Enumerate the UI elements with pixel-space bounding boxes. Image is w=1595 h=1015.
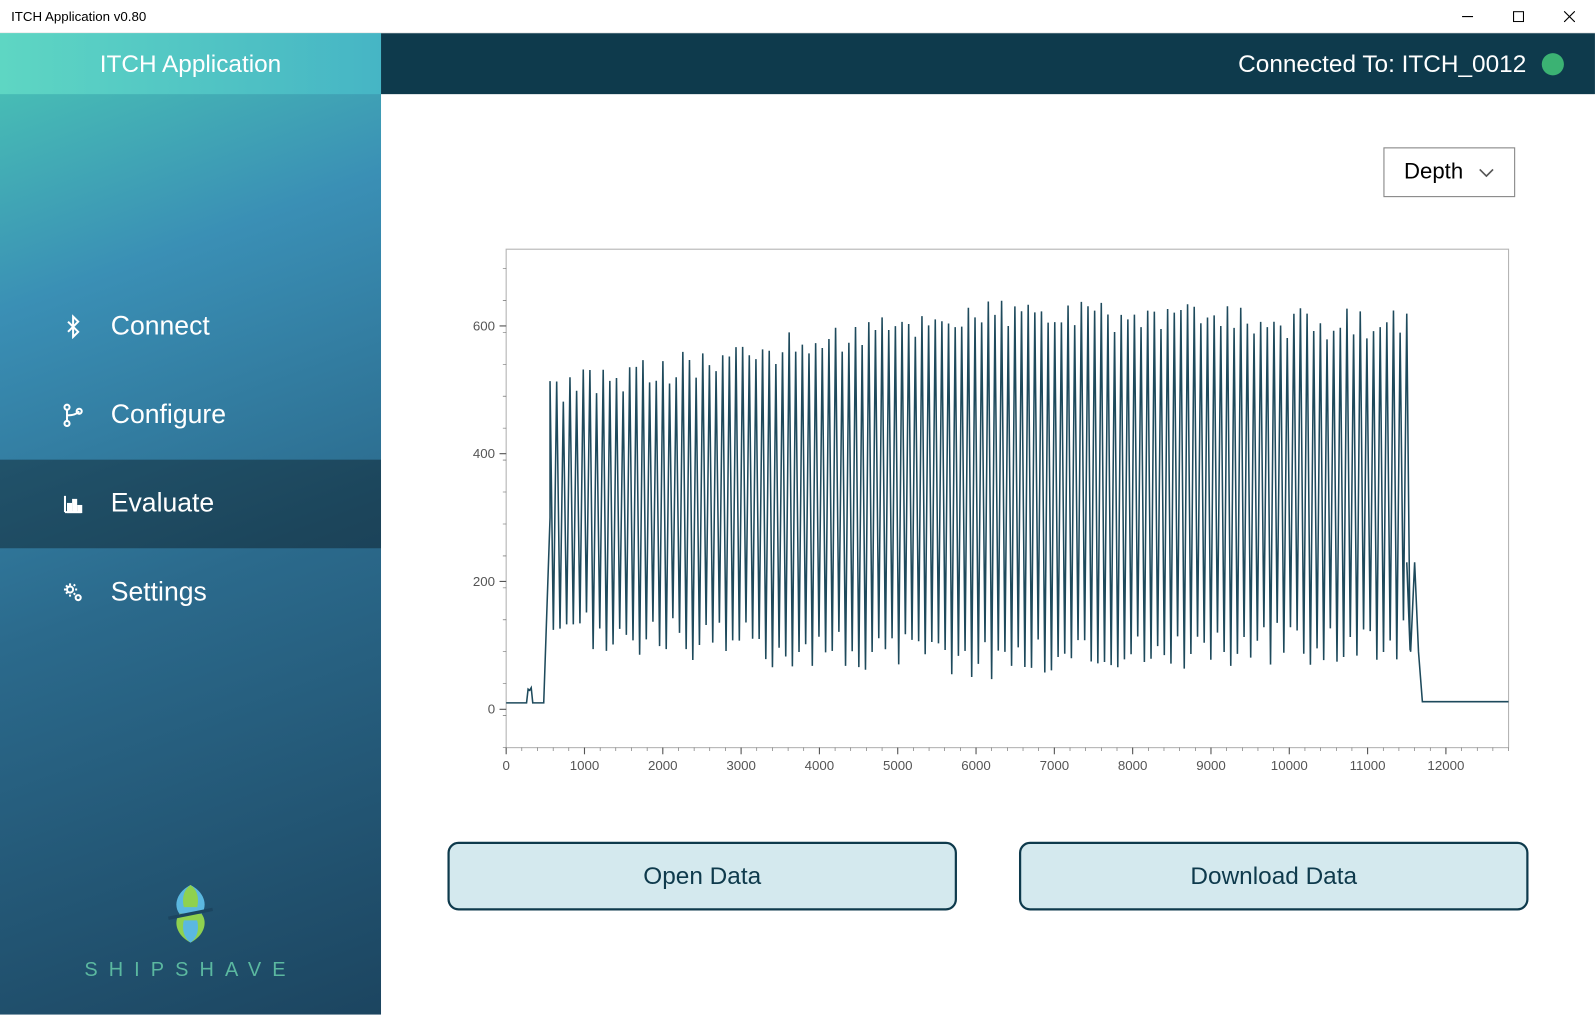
- svg-text:9000: 9000: [1196, 758, 1226, 773]
- svg-text:400: 400: [473, 446, 495, 461]
- window-close-button[interactable]: [1544, 0, 1595, 33]
- svg-text:200: 200: [473, 574, 495, 589]
- window-minimize-button[interactable]: [1442, 0, 1493, 33]
- dropdown-selected: Depth: [1404, 159, 1463, 184]
- chart-icon: [60, 491, 87, 518]
- open-data-button[interactable]: Open Data: [447, 842, 956, 911]
- sidebar: ITCH Application Connect Configure Evaluat…: [0, 33, 381, 1014]
- download-data-button[interactable]: Download Data: [1019, 842, 1528, 911]
- sidebar-item-label: Evaluate: [111, 488, 214, 519]
- svg-text:8000: 8000: [1118, 758, 1148, 773]
- svg-text:12000: 12000: [1427, 758, 1464, 773]
- main-header: Connected To: ITCH_0012: [381, 33, 1595, 94]
- window-maximize-button[interactable]: [1493, 0, 1544, 33]
- sidebar-item-label: Connect: [111, 311, 210, 342]
- brand-logo-icon: [157, 881, 223, 947]
- chart: 0200400600010002000300040005000600070008…: [445, 238, 1530, 797]
- svg-text:11000: 11000: [1350, 758, 1386, 773]
- connection-status: Connected To: ITCH_0012: [1238, 49, 1526, 78]
- sidebar-item-label: Configure: [111, 400, 226, 431]
- svg-text:1000: 1000: [570, 758, 600, 773]
- bluetooth-icon: [60, 313, 87, 340]
- gears-icon: [60, 579, 87, 606]
- svg-text:0: 0: [502, 758, 509, 773]
- svg-text:6000: 6000: [961, 758, 991, 773]
- branch-icon: [60, 402, 87, 429]
- svg-text:2000: 2000: [648, 758, 678, 773]
- window-titlebar: ITCH Application v0.80: [0, 0, 1595, 33]
- sidebar-header: ITCH Application: [0, 33, 381, 94]
- svg-text:7000: 7000: [1040, 758, 1070, 773]
- brand-block: SHIPSHAVE: [0, 881, 381, 982]
- svg-text:5000: 5000: [883, 758, 913, 773]
- sidebar-item-configure[interactable]: Configure: [0, 371, 381, 460]
- sidebar-item-label: Settings: [111, 577, 207, 608]
- svg-text:600: 600: [473, 318, 495, 333]
- svg-text:3000: 3000: [726, 758, 756, 773]
- svg-text:10000: 10000: [1271, 758, 1308, 773]
- svg-text:4000: 4000: [805, 758, 835, 773]
- sidebar-item-evaluate[interactable]: Evaluate: [0, 460, 381, 549]
- metric-dropdown[interactable]: Depth: [1383, 147, 1515, 197]
- brand-text: SHIPSHAVE: [0, 958, 381, 981]
- svg-text:0: 0: [488, 702, 495, 717]
- status-dot-icon: [1542, 53, 1564, 75]
- sidebar-nav: Connect Configure Evaluate Settings: [0, 282, 381, 636]
- main-panel: Connected To: ITCH_0012 Depth 0 200 400 600…: [381, 33, 1595, 1014]
- sidebar-item-settings[interactable]: Settings: [0, 548, 381, 637]
- sidebar-item-connect[interactable]: Connect: [0, 282, 381, 371]
- chevron-down-icon: [1479, 168, 1495, 177]
- window-title: ITCH Application v0.80: [11, 8, 146, 24]
